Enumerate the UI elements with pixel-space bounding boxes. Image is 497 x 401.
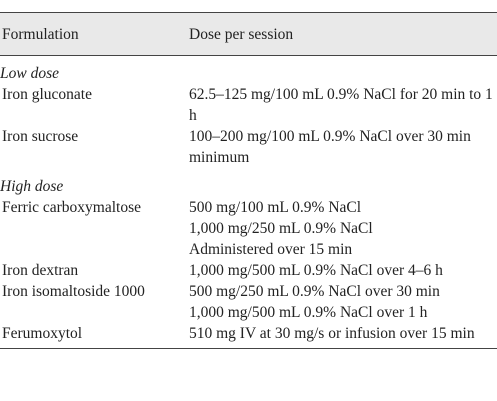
dose-line: 1,000 mg/500 mL 0.9% NaCl over 1 h (189, 304, 428, 321)
section-title: Low dose (0, 65, 59, 82)
table-body: Low dose Iron gluconate 62.5–125 mg/100 mL… (0, 56, 497, 349)
formulation-cell: Iron sucrose (2, 128, 79, 145)
dose-line: 510 mg IV at 30 mg/s or infusion over 15… (189, 325, 475, 342)
dose-cell: 500 mg/250 mL 0.9% NaCl over 30 min 1,000… (189, 281, 497, 323)
formulation-cell: Iron dextran (2, 262, 79, 279)
dose-line: 500 mg/250 mL 0.9% NaCl over 30 min (189, 283, 440, 300)
table-row: Ferumoxytol 510 mg IV at 30 mg/s or infus… (0, 323, 497, 349)
table-row: Iron dextran 1,000 mg/500 mL 0.9% NaCl ov… (0, 260, 497, 281)
document: Formulation Dose per session Low dose Iro… (0, 12, 497, 349)
table-row: Iron isomaltoside 1000 500 mg/250 mL 0.9%… (0, 281, 497, 323)
dose-cell: 62.5–125 mg/100 mL 0.9% NaCl for 20 min … (189, 84, 497, 126)
section-row: Low dose (0, 56, 497, 85)
table-row: Ferric carboxymaltose 500 mg/100 mL 0.9% … (0, 197, 497, 260)
dose-line: 100–200 mg/100 mL 0.9% NaCl over 30 min … (189, 128, 471, 166)
table-row: Iron gluconate 62.5–125 mg/100 mL 0.9% Na… (0, 84, 497, 126)
table-row: Iron sucrose 100–200 mg/100 mL 0.9% NaCl … (0, 126, 497, 168)
dose-line: 500 mg/100 mL 0.9% NaCl (189, 199, 362, 216)
section-title: High dose (0, 178, 64, 195)
dose-line: Administered over 15 min (189, 241, 353, 258)
formulation-cell: Iron isomaltoside 1000 (2, 283, 145, 300)
dose-line: 62.5–125 mg/100 mL 0.9% NaCl for 20 min … (189, 86, 493, 124)
dose-line: 1,000 mg/500 mL 0.9% NaCl over 4–6 h (189, 262, 443, 279)
header-cell: Dose per session (189, 25, 294, 43)
dose-cell: 510 mg IV at 30 mg/s or infusion over 15… (189, 323, 497, 349)
dose-cell: 1,000 mg/500 mL 0.9% NaCl over 4–6 h (189, 260, 497, 281)
formulation-cell: Ferumoxytol (2, 325, 83, 342)
formulation-cell: Ferric carboxymaltose (2, 199, 142, 216)
header-cell: Formulation (2, 25, 79, 43)
section-row: High dose (0, 168, 497, 197)
dose-cell: 500 mg/100 mL 0.9% NaCl 1,000 mg/250 mL 0… (189, 197, 497, 260)
header-row: Formulation Dose per session (0, 12, 497, 56)
table-header: Formulation Dose per session (0, 12, 497, 56)
dosing-table: Formulation Dose per session Low dose Iro… (0, 12, 497, 349)
dose-cell: 100–200 mg/100 mL 0.9% NaCl over 30 min … (189, 126, 497, 168)
dose-line: 1,000 mg/250 mL 0.9% NaCl (189, 220, 373, 237)
formulation-cell: Iron gluconate (2, 86, 92, 103)
